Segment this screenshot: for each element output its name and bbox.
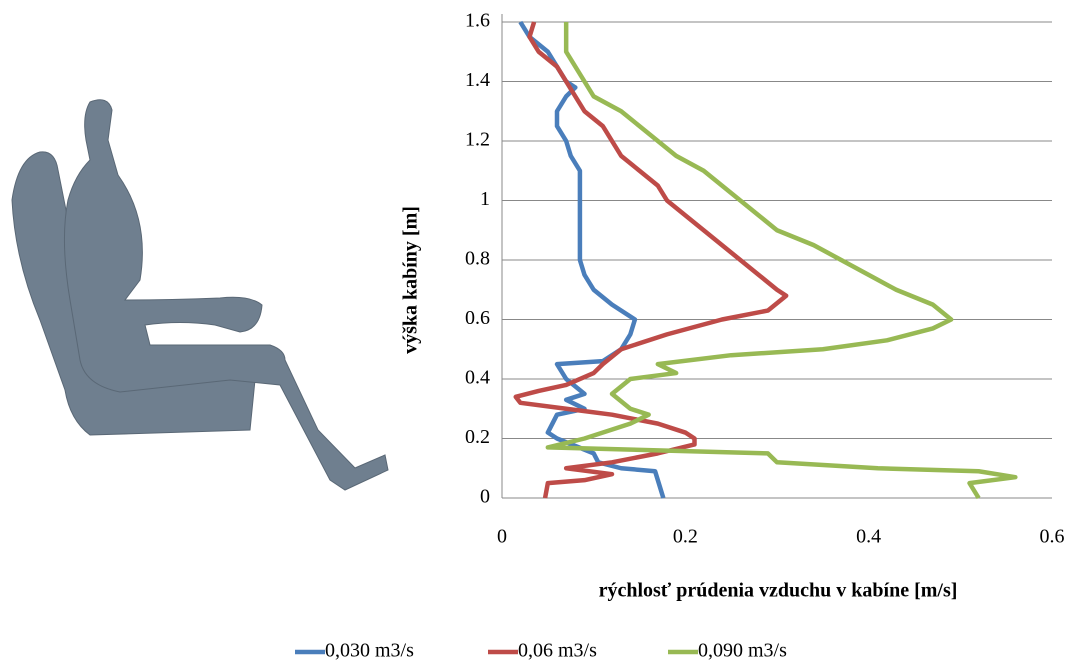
data-line [513, 21, 789, 499]
y-tick-label: 0.6 [465, 307, 490, 329]
y-tick-label: 1 [480, 188, 490, 210]
y-tick-label: 1.2 [465, 129, 490, 151]
legend-label: 0,090 m3/s [698, 640, 787, 662]
legend-label: 0,06 m3/s [518, 640, 597, 662]
legend-label: 0,030 m3/s [325, 640, 414, 662]
x-tick-label: 0.6 [1040, 526, 1065, 548]
y-tick-label: 0.2 [465, 426, 490, 448]
x-tick-label: 0.4 [856, 526, 881, 548]
y-tick-label: 0 [480, 486, 490, 508]
seated-figure [11, 99, 389, 491]
x-axis-label: rýchlosť prúdenia vzduchu v kabíne [m/s] [599, 580, 958, 602]
y-tick-label: 1.6 [465, 10, 490, 32]
y-tick-label: 0.4 [465, 367, 490, 389]
x-tick-label: 0 [497, 526, 507, 548]
y-tick-label: 1.4 [465, 69, 490, 91]
y-tick-label: 0.8 [465, 248, 490, 270]
data-line [545, 22, 1018, 500]
y-axis-label: výška kabíny [m] [400, 206, 422, 354]
data-line [518, 20, 666, 499]
x-tick-label: 0.2 [673, 526, 698, 548]
